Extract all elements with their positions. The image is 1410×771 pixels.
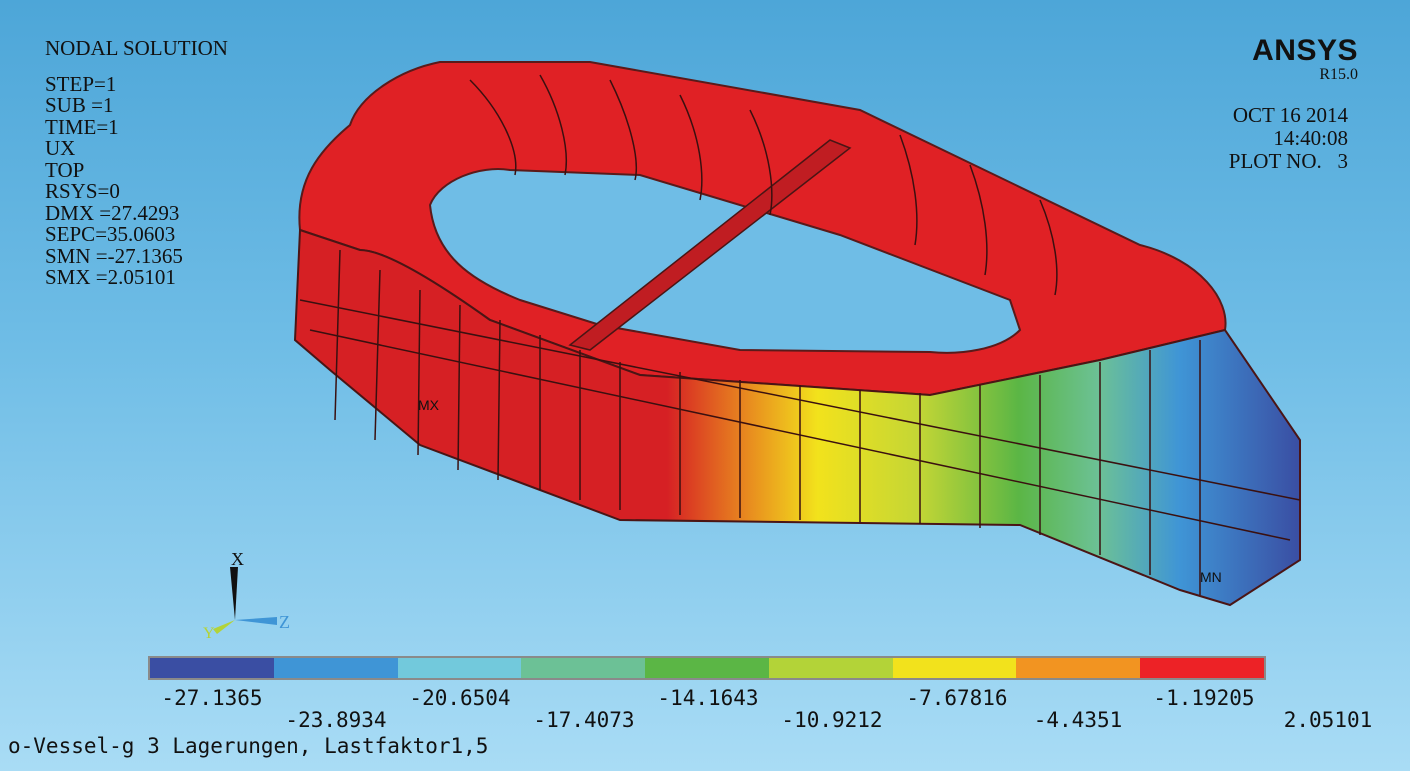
legend-label: -20.6504: [409, 686, 511, 710]
legend-label: 2.05101: [1283, 708, 1373, 732]
result-line: STEP=1: [45, 71, 117, 96]
legend-label: -7.67816: [906, 686, 1008, 710]
x-axis-arrow: [230, 567, 238, 620]
plot-stamp: OCT 16 2014 14:40:08 PLOT NO. 3: [1229, 104, 1348, 173]
legend-label: -17.4073: [533, 708, 635, 732]
legend-segment: [892, 658, 1017, 678]
max-marker: MX: [418, 397, 440, 413]
result-title: NODAL SOLUTION: [45, 36, 228, 60]
legend-label: -1.19205: [1153, 686, 1255, 710]
legend-label: -23.8934: [285, 708, 387, 732]
result-line: TOP: [45, 157, 85, 182]
vessel-inner-opening: [428, 168, 1022, 354]
z-axis-arrow: [235, 617, 277, 625]
legend-segment: [1140, 658, 1265, 678]
result-line: UX: [45, 136, 76, 160]
brand-block: ANSYS R15.0: [1252, 34, 1358, 84]
min-marker: MN: [1200, 569, 1222, 585]
color-legend: [148, 656, 1266, 680]
plot-date: OCT 16 2014: [1232, 103, 1348, 127]
ansys-logo: ANSYS: [1252, 34, 1358, 67]
legend-segment: [273, 658, 398, 678]
legend-segment: [397, 658, 522, 678]
triad-x-label: X: [231, 549, 244, 569]
top-rib-arcs: [469, 74, 1058, 296]
plot-number: PLOT NO. 3: [1228, 149, 1348, 173]
legend-label: -14.1643: [657, 686, 759, 710]
result-info: NODAL SOLUTION STEP=1 SUB =1 TIME=1 UX T…: [45, 36, 228, 289]
vessel-side-wall: [293, 228, 1301, 607]
legend-segment: [1016, 658, 1141, 678]
legend-segment: [768, 658, 893, 678]
result-line: TIME=1: [45, 114, 119, 139]
y-axis-arrow: [213, 620, 235, 634]
result-line: DMX =27.4293: [45, 200, 180, 225]
legend-segment: [521, 658, 646, 678]
triad-z-label: Z: [279, 612, 290, 632]
result-line: RSYS=0: [45, 179, 120, 203]
result-line: SUB =1: [45, 93, 114, 117]
legend-segment: [150, 658, 274, 678]
result-line: SMX =2.05101: [45, 265, 176, 289]
triad-y-label: Y: [203, 625, 215, 642]
plot-caption: o-Vessel-g 3 Lagerungen, Lastfaktor1,5: [8, 734, 489, 758]
cross-brace: [568, 139, 852, 351]
legend-segment: [645, 658, 769, 678]
result-line: SEPC=35.0603: [45, 222, 176, 246]
legend-label: -10.9212: [781, 708, 883, 732]
legend-label: -27.1365: [161, 686, 263, 710]
legend-label: -4.4351: [1033, 708, 1123, 732]
version-label: R15.0: [1319, 66, 1358, 83]
result-line: SMN =-27.1365: [45, 243, 183, 268]
rib-lines: [299, 249, 1301, 595]
plot-time: 14:40:08: [1273, 126, 1348, 150]
axis-triad: X Z Y: [203, 549, 290, 642]
